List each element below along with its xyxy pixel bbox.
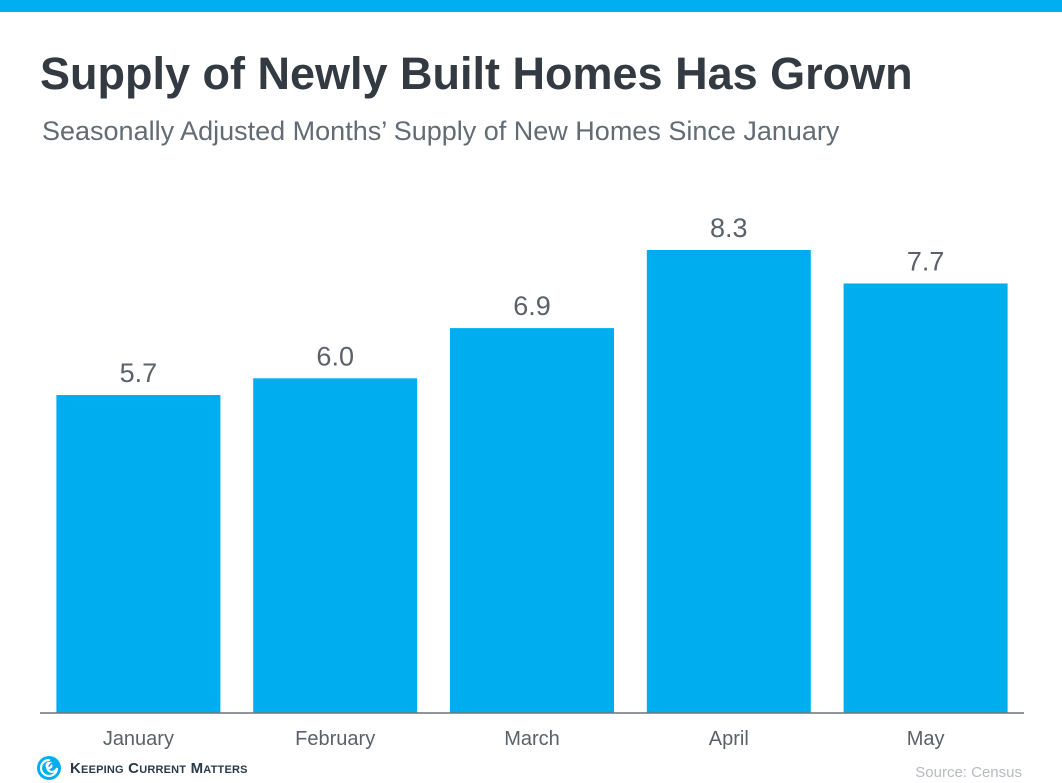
brand-logo: Keeping Current Matters: [36, 755, 248, 781]
category-label-february: February: [295, 728, 375, 750]
value-label-february: 6.0: [316, 341, 354, 371]
swirl-logo-icon: [37, 756, 61, 780]
category-label-may: May: [907, 728, 945, 750]
bar-may: [843, 283, 1008, 713]
value-label-march: 6.9: [513, 291, 551, 321]
category-label-april: April: [709, 728, 749, 750]
category-label-january: January: [103, 728, 174, 750]
brand-name: Keeping Current Matters: [70, 759, 248, 777]
value-label-april: 8.3: [710, 213, 748, 243]
bar-april: [646, 250, 811, 713]
value-label-january: 5.7: [120, 358, 158, 388]
chart-subtitle: Seasonally Adjusted Months’ Supply of Ne…: [42, 116, 840, 146]
chart-title: Supply of Newly Built Homes Has Grown: [40, 48, 913, 99]
bar-march: [450, 328, 614, 713]
value-labels-layer: 5.7 6.0 6.9 8.3 7.7: [120, 213, 945, 388]
top-accent-band: [0, 0, 1062, 12]
category-labels-layer: January February March April May: [103, 728, 945, 750]
bars-layer: [56, 250, 1008, 713]
category-label-march: March: [504, 728, 560, 750]
bar-february: [253, 378, 418, 713]
bar-january: [56, 395, 221, 713]
value-label-may: 7.7: [907, 246, 945, 276]
source-note: Source: Census: [915, 764, 1022, 781]
